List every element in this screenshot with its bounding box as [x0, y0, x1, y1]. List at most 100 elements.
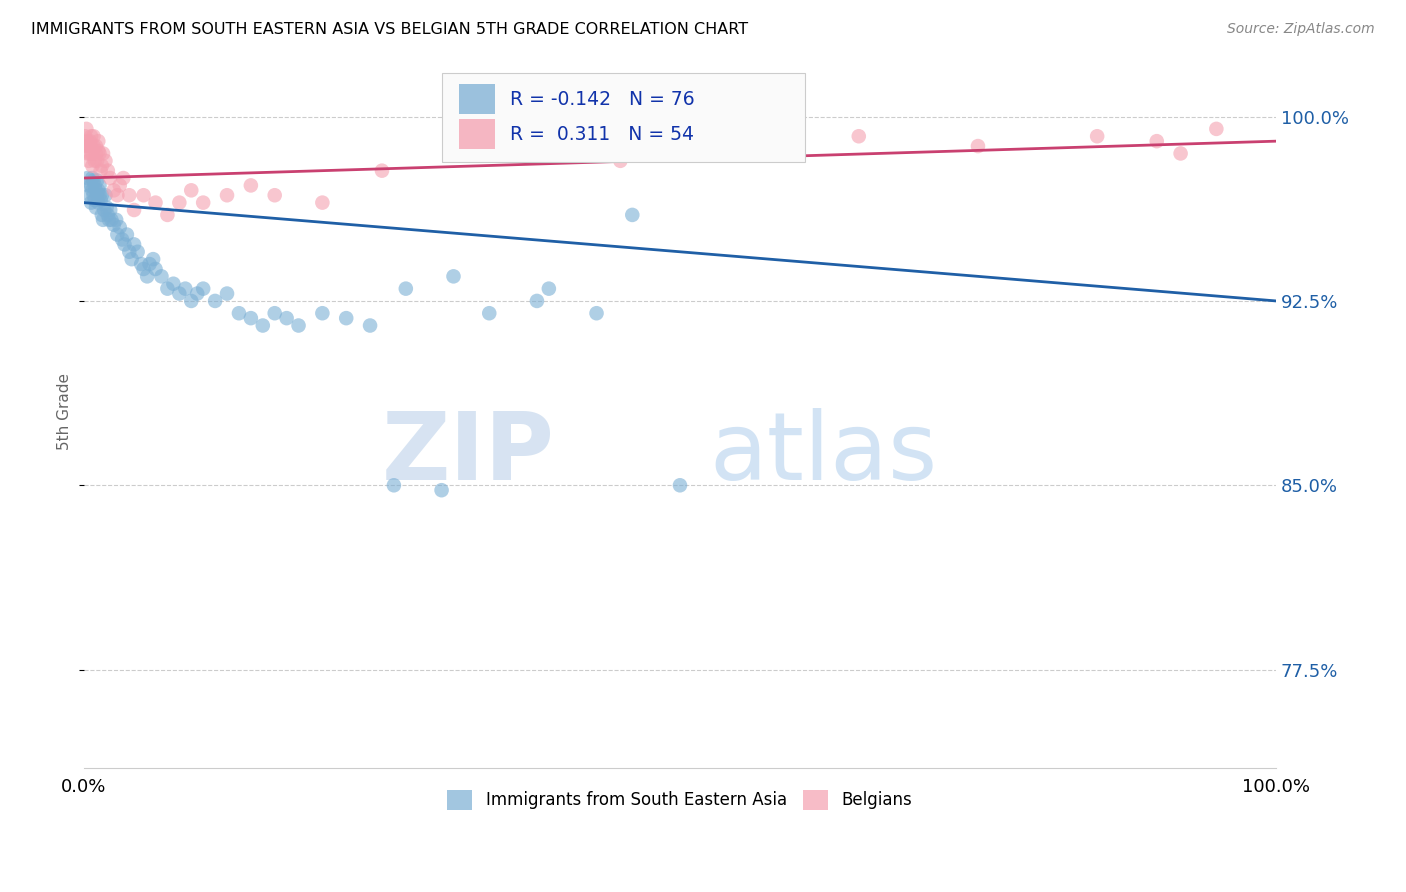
- Point: [75, 129, 97, 144]
- Point: [169, 195, 191, 210]
- Point: [79, 188, 101, 202]
- Point: [359, 318, 381, 333]
- Point: [75, 121, 97, 136]
- Point: [1146, 134, 1168, 148]
- Point: [80, 129, 103, 144]
- Point: [136, 269, 159, 284]
- Point: [443, 269, 465, 284]
- Point: [609, 153, 631, 168]
- Point: [90, 188, 112, 202]
- Point: [967, 139, 990, 153]
- Point: [90, 163, 112, 178]
- Point: [215, 188, 238, 202]
- Point: [311, 195, 333, 210]
- Point: [98, 171, 121, 186]
- Text: atlas: atlas: [709, 409, 938, 500]
- Point: [150, 269, 173, 284]
- Point: [97, 163, 120, 178]
- Point: [76, 146, 98, 161]
- Point: [79, 134, 101, 148]
- Text: R = -0.142   N = 76: R = -0.142 N = 76: [509, 90, 695, 109]
- Point: [132, 188, 155, 202]
- Point: [1085, 129, 1108, 144]
- Point: [82, 171, 104, 186]
- Point: [83, 178, 105, 193]
- Point: [180, 293, 202, 308]
- Point: [77, 139, 100, 153]
- Point: [89, 146, 111, 161]
- Point: [77, 153, 100, 168]
- Point: [145, 262, 167, 277]
- Point: [87, 195, 110, 210]
- Point: [83, 129, 105, 144]
- Point: [89, 178, 111, 193]
- Point: [122, 237, 145, 252]
- Point: [89, 188, 111, 202]
- Point: [156, 208, 179, 222]
- Point: [114, 237, 136, 252]
- Point: [97, 208, 120, 222]
- Point: [108, 220, 131, 235]
- Point: [138, 257, 160, 271]
- Point: [90, 159, 112, 173]
- Point: [87, 144, 110, 158]
- Text: Source: ZipAtlas.com: Source: ZipAtlas.com: [1227, 22, 1375, 37]
- Point: [112, 171, 135, 186]
- Point: [395, 282, 418, 296]
- Point: [84, 146, 107, 161]
- Point: [239, 311, 262, 326]
- Point: [80, 195, 103, 210]
- FancyBboxPatch shape: [441, 73, 806, 162]
- Point: [162, 277, 184, 291]
- Point: [1205, 121, 1227, 136]
- Point: [848, 129, 870, 144]
- Point: [478, 306, 501, 320]
- Point: [86, 153, 108, 168]
- Point: [96, 201, 118, 215]
- Point: [118, 244, 141, 259]
- Point: [82, 183, 104, 197]
- Point: [180, 183, 202, 197]
- Point: [728, 139, 751, 153]
- Point: [98, 202, 121, 217]
- Point: [156, 282, 179, 296]
- Point: [132, 262, 155, 277]
- Point: [87, 183, 110, 197]
- Point: [204, 293, 226, 308]
- Point: [585, 306, 607, 320]
- Text: ZIP: ZIP: [382, 409, 555, 500]
- Point: [84, 183, 107, 197]
- Point: [1170, 146, 1192, 161]
- Point: [287, 318, 309, 333]
- Point: [193, 195, 215, 210]
- Point: [87, 134, 110, 148]
- Point: [82, 146, 104, 161]
- Point: [142, 252, 165, 267]
- Point: [91, 146, 114, 161]
- Point: [105, 227, 128, 242]
- Point: [105, 212, 128, 227]
- Point: [82, 159, 104, 173]
- Text: R =  0.311   N = 54: R = 0.311 N = 54: [509, 125, 693, 144]
- Y-axis label: 5th Grade: 5th Grade: [58, 373, 72, 450]
- Point: [84, 139, 107, 153]
- Point: [335, 311, 357, 326]
- Point: [129, 257, 152, 271]
- Point: [86, 188, 108, 202]
- Point: [669, 478, 692, 492]
- Point: [93, 202, 115, 217]
- Point: [77, 178, 100, 193]
- Point: [100, 212, 122, 227]
- Point: [76, 171, 98, 186]
- Point: [145, 195, 167, 210]
- Point: [621, 208, 644, 222]
- Point: [526, 293, 548, 308]
- Point: [215, 286, 238, 301]
- Point: [105, 188, 128, 202]
- Point: [239, 178, 262, 193]
- Point: [169, 286, 191, 301]
- Point: [83, 139, 105, 153]
- Point: [122, 202, 145, 217]
- FancyBboxPatch shape: [460, 85, 495, 114]
- Point: [228, 306, 250, 320]
